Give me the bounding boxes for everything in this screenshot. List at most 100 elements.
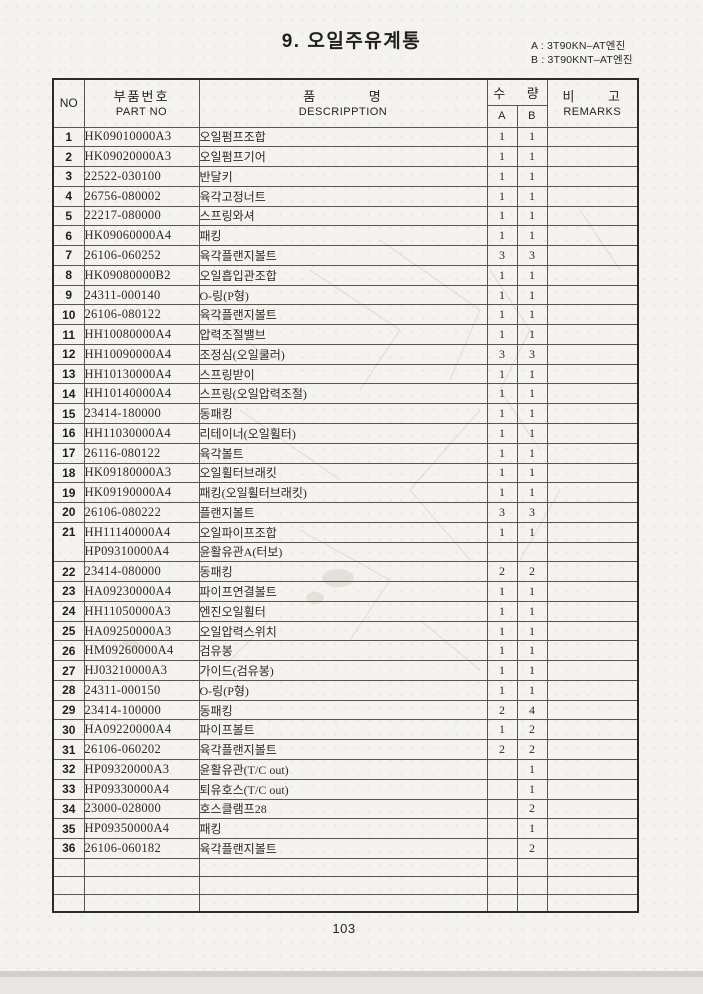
part-number: 23414-100000 (83, 699, 200, 721)
remarks (546, 166, 639, 187)
remarks (546, 660, 639, 681)
remarks (546, 264, 639, 286)
row-no: 19 (52, 482, 85, 504)
part-description: 오일휠터브래킷 (198, 462, 488, 484)
part-number: 26116-080122 (83, 442, 200, 464)
remarks (546, 620, 639, 642)
qty-a: 1 (486, 225, 518, 247)
part-description: 엔진오일휠터 (198, 600, 488, 622)
part-number: HK09060000A4 (83, 225, 200, 247)
table-row: 23 HA09230000A4 파이프연결볼트 1 1 (52, 581, 639, 602)
part-description: 검유봉 (198, 640, 488, 662)
part-description: 오일흡입관조합 (198, 264, 488, 286)
parts-table-header: NO 부품번호 PART NO 품 명 DESCRIPPTION 수 량 비 고… (52, 78, 639, 128)
part-number: 24311-000150 (83, 679, 200, 701)
qty-b: 1 (516, 462, 548, 484)
empty-cell (516, 893, 548, 913)
qty-a: 1 (486, 126, 518, 148)
row-no: 12 (52, 343, 85, 365)
qty-b: 2 (516, 719, 548, 741)
qty-b: 1 (516, 363, 548, 385)
part-description: 패킹(오일휠터브래킷) (198, 482, 488, 504)
empty-cell (486, 857, 518, 877)
table-row: 3 22522-030100 반달키 1 1 (52, 166, 639, 187)
row-no: 18 (52, 462, 85, 484)
part-number: HH10090000A4 (83, 343, 200, 365)
row-no: 30 (52, 719, 85, 741)
part-description: 육각플랜지볼트 (198, 739, 488, 760)
empty-table-row (52, 893, 639, 913)
part-description: 스프링받이 (198, 363, 488, 385)
qty-a: 1 (486, 679, 518, 701)
row-no: 15 (52, 403, 85, 424)
qty-b: 2 (516, 838, 548, 859)
table-row: 25 HA09250000A3 오일압력스위치 1 1 (52, 620, 639, 642)
header-qty-b: B (516, 104, 548, 128)
part-number: HP09320000A3 (83, 759, 200, 780)
row-no: 31 (52, 739, 85, 760)
qty-b: 1 (516, 620, 548, 642)
row-no: 13 (52, 363, 85, 385)
part-description: 윤활유관A(터보) (198, 541, 488, 563)
row-no: 28 (52, 679, 85, 701)
qty-b (516, 541, 548, 563)
remarks (546, 462, 639, 484)
row-no: 9 (52, 284, 85, 306)
part-number: 26106-080222 (83, 502, 200, 523)
part-number: HK09080000B2 (83, 264, 200, 286)
part-number: 26106-060182 (83, 838, 200, 859)
qty-b: 2 (516, 561, 548, 583)
part-number: HK09180000A3 (83, 462, 200, 484)
table-row: 26 HM09260000A4 검유봉 1 1 (52, 640, 639, 662)
table-row: 11 HH10080000A4 압력조절밸브 1 1 (52, 324, 639, 345)
qty-b: 1 (516, 403, 548, 424)
qty-a (486, 759, 518, 780)
qty-a (486, 838, 518, 859)
part-description: 반달키 (198, 166, 488, 187)
part-description: 오일압력스위치 (198, 620, 488, 642)
table-row: 9 24311-000140 O-링(P형) 1 1 (52, 284, 639, 306)
empty-cell (83, 875, 200, 895)
table-row: 2 HK09020000A3 오일펌프기어 1 1 (52, 146, 639, 168)
empty-table-row (52, 875, 639, 895)
part-description: 파이프연결볼트 (198, 581, 488, 602)
part-description: 육각플랜지볼트 (198, 245, 488, 266)
header-remarks-ko: 비 고 (562, 88, 623, 104)
empty-cell (198, 857, 488, 877)
table-row: 33 HP09330000A4 퇴유호스(T/C out) 1 (52, 778, 639, 800)
table-row: 12 HH10090000A4 조정심(오일쿨러) 3 3 (52, 343, 639, 365)
qty-b: 1 (516, 166, 548, 187)
qty-b: 1 (516, 679, 548, 701)
part-description: 퇴유호스(T/C out) (198, 778, 488, 800)
part-number: 22522-030100 (83, 166, 200, 187)
remarks (546, 838, 639, 859)
table-row: HP09310000A4 윤활유관A(터보) (53, 541, 639, 563)
qty-b: 1 (516, 778, 548, 800)
empty-cell (83, 857, 200, 877)
table-row: 18 HK09180000A3 오일휠터브래킷 1 1 (52, 462, 639, 484)
header-description: 품 명 DESCRIPPTION (198, 78, 488, 128)
qty-b: 1 (516, 759, 548, 780)
qty-a: 1 (486, 620, 518, 642)
qty-b: 1 (516, 581, 548, 602)
remarks (546, 699, 639, 721)
remarks (546, 126, 639, 148)
row-no: 1 (52, 126, 85, 148)
remarks (546, 600, 639, 622)
qty-a: 3 (486, 245, 518, 266)
header-description-ko: 품 명 (303, 88, 383, 104)
scanned-page: 9. 오일주유계통 A : 3T90KN–AT엔진 B : 3T90KNT–AT… (0, 0, 703, 971)
part-description: 동패킹 (198, 561, 488, 583)
part-description: 스프링와셔 (198, 205, 488, 227)
qty-a: 1 (486, 185, 518, 207)
row-no: 20 (52, 502, 85, 523)
qty-a: 1 (486, 422, 518, 444)
page-title: 9. 오일주유계통 (281, 31, 422, 52)
table-row: 1 HK09010000A3 오일펌프조합 1 1 (52, 126, 639, 148)
qty-a: 1 (486, 640, 518, 662)
header-description-en: DESCRIPPTION (298, 105, 388, 118)
header-part-no-ko: 부품번호 (113, 88, 170, 104)
qty-a: 1 (486, 166, 518, 187)
row-no: 35 (52, 818, 85, 840)
empty-cell (516, 875, 548, 895)
